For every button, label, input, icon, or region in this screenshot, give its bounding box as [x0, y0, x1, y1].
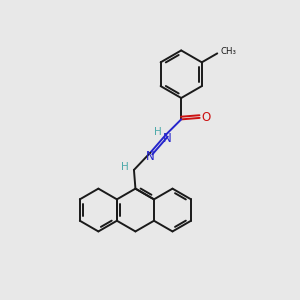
Text: O: O	[202, 111, 211, 124]
Text: CH₃: CH₃	[221, 47, 237, 56]
Text: H: H	[154, 127, 161, 137]
Text: H: H	[121, 162, 129, 172]
Text: N: N	[146, 150, 155, 163]
Text: N: N	[163, 132, 172, 145]
